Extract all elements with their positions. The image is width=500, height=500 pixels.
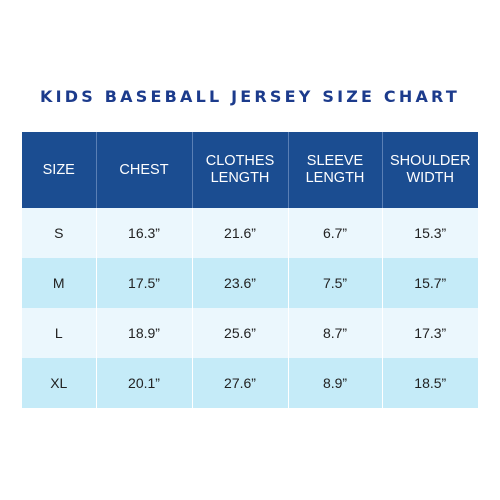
cell-size: L (22, 308, 96, 358)
table-body: S 16.3” 21.6” 6.7” 15.3” M 17.5” 23.6” 7.5” 15.7”… (22, 208, 478, 408)
cell-clothes-length: 23.6” (191, 258, 288, 308)
cell-clothes-length: 27.6” (191, 358, 288, 408)
column-header-size: SIZE (22, 132, 96, 208)
cell-clothes-length: 25.6” (191, 308, 288, 358)
cell-chest: 18.9” (95, 308, 192, 358)
cell-sleeve-length: 8.7” (287, 308, 382, 358)
table-header: SIZE CHEST CLOTHES LENGTH SLEEVE LENGTH SHOULD… (22, 132, 478, 208)
cell-sleeve-length: 8.9” (287, 358, 382, 408)
column-header-shoulder-width: SHOULDER WIDTH (381, 132, 478, 208)
cell-sleeve-length: 7.5” (287, 258, 382, 308)
table-row: S 16.3” 21.6” 6.7” 15.3” (22, 208, 478, 258)
column-header-sleeve-length: SLEEVE LENGTH (287, 132, 382, 208)
cell-chest: 17.5” (95, 258, 192, 308)
column-header-text: SLEEVE (306, 153, 364, 169)
column-header-text: SHOULDER (389, 153, 471, 169)
column-header-text: LENGTH (305, 170, 365, 186)
cell-shoulder-width: 18.5” (381, 358, 478, 408)
header-row: SIZE CHEST CLOTHES LENGTH SLEEVE LENGTH SHOULD… (22, 132, 478, 208)
cell-size: S (22, 208, 96, 258)
column-header-text: CHEST (119, 161, 169, 178)
table-row: L 18.9” 25.6” 8.7” 17.3” (22, 308, 478, 358)
cell-clothes-length: 21.6” (191, 208, 288, 258)
column-header-text: CLOTHES (205, 153, 275, 169)
column-header-clothes-length: CLOTHES LENGTH (191, 132, 288, 208)
cell-size: XL (22, 358, 96, 408)
size-table: SIZE CHEST CLOTHES LENGTH SLEEVE LENGTH SHOULD… (22, 132, 478, 408)
column-header-chest: CHEST (95, 132, 192, 208)
cell-size: M (22, 258, 96, 308)
table-row: M 17.5” 23.6” 7.5” 15.7” (22, 258, 478, 308)
cell-sleeve-length: 6.7” (287, 208, 382, 258)
cell-chest: 16.3” (95, 208, 192, 258)
column-header-text: WIDTH (406, 170, 454, 186)
cell-shoulder-width: 15.7” (381, 258, 478, 308)
cell-shoulder-width: 17.3” (381, 308, 478, 358)
cell-chest: 20.1” (95, 358, 192, 408)
table-row: XL 20.1” 27.6” 8.9” 18.5” (22, 358, 478, 408)
column-header-text: SIZE (42, 161, 75, 178)
cell-shoulder-width: 15.3” (381, 208, 478, 258)
chart-title: KIDS BASEBALL JERSEY SIZE CHART (40, 87, 460, 106)
column-header-text: LENGTH (210, 170, 270, 186)
